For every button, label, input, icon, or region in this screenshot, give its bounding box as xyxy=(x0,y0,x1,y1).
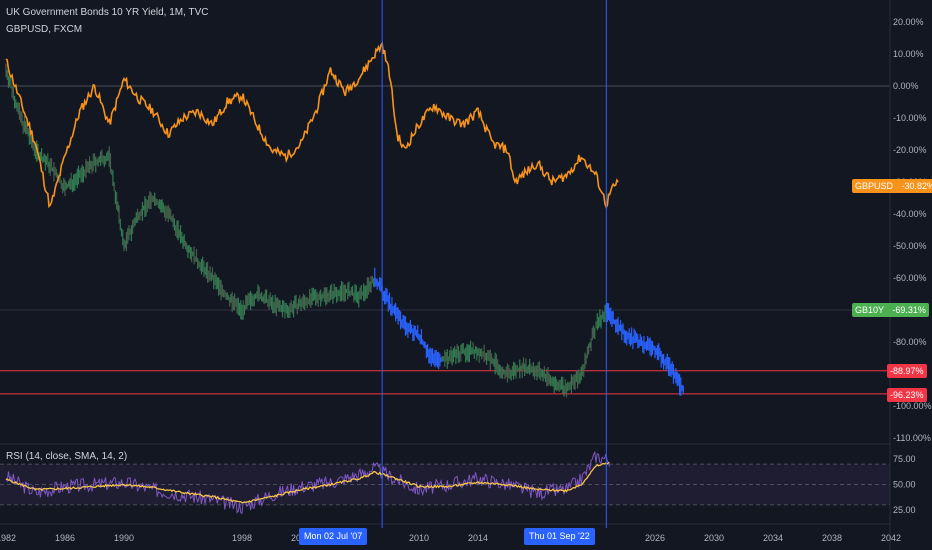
rsi-axis-tick: 25.00 xyxy=(893,505,916,515)
gbpusd-line xyxy=(5,40,619,210)
gb10y-price-tag: GB10Y -69.31% xyxy=(852,303,929,317)
price-axis-tick: -50.00% xyxy=(893,241,927,251)
time-axis-tick: 1990 xyxy=(114,533,134,543)
price-axis-tick: -40.00% xyxy=(893,209,927,219)
time-axis-tick: 2014 xyxy=(468,533,488,543)
grid xyxy=(0,85,890,525)
time-axis-tick: 2010 xyxy=(409,533,429,543)
rsi-axis-tick: 75.00 xyxy=(893,454,916,464)
time-axis-tick: 2042 xyxy=(881,533,901,543)
gb10y-series xyxy=(5,63,684,398)
rsi-ma-line xyxy=(5,461,610,504)
crosshair-lines xyxy=(381,0,607,528)
level-tag-2: -96.23% xyxy=(887,388,927,402)
gb10y-tag-label: GB10Y xyxy=(855,305,884,315)
price-axis-tick: -10.00% xyxy=(893,113,927,123)
price-axis-tick: -60.00% xyxy=(893,273,927,283)
time-axis-tick: 1998 xyxy=(232,533,252,543)
gbpusd-series xyxy=(5,40,619,210)
time-axis-tick: 1986 xyxy=(55,533,75,543)
time-axis-tick: 2034 xyxy=(763,533,783,543)
rsi-axis-tick: 50.00 xyxy=(893,480,916,490)
price-axis-tick: -80.00% xyxy=(893,337,927,347)
crosshair-date-2: Thu 01 Sep '22 xyxy=(524,528,595,545)
level-tag-1: -88.97% xyxy=(887,364,927,378)
compare-symbol-label[interactable]: GBPUSD, FXCM xyxy=(6,24,83,35)
gb10y-tag-value: -69.31% xyxy=(892,305,926,315)
rsi-indicator-label[interactable]: RSI (14, close, SMA, 14, 2) xyxy=(6,451,128,462)
price-axis-tick: 20.00% xyxy=(893,17,924,27)
rsi-line xyxy=(5,450,610,515)
crosshair-date-1: Mon 02 Jul '07 xyxy=(299,528,368,545)
time-axis-tick: 2026 xyxy=(645,533,665,543)
gbpusd-tag-value: -30.82% xyxy=(901,181,932,191)
price-axis-tick: 0.00% xyxy=(893,81,919,91)
rsi-pane xyxy=(0,450,890,515)
gbpusd-price-tag: GBPUSD -30.82% xyxy=(852,179,932,193)
gbpusd-tag-label: GBPUSD xyxy=(855,181,894,191)
price-axis-tick: 10.00% xyxy=(893,49,924,59)
price-axis-tick: -100.00% xyxy=(893,401,932,411)
time-axis-tick: 1982 xyxy=(0,533,16,543)
price-axis[interactable]: 20.00%10.00%0.00%-10.00%-20.00%-30.00%-4… xyxy=(889,0,932,550)
time-axis-tick: 2038 xyxy=(822,533,842,543)
price-axis-tick: -110.00% xyxy=(893,433,931,443)
horizontal-levels[interactable] xyxy=(0,370,890,395)
time-axis-tick: 2030 xyxy=(704,533,724,543)
time-axis[interactable]: 1982198619901998200220102014201820262030… xyxy=(0,533,901,543)
price-axis-tick: -20.00% xyxy=(893,145,927,155)
chart-title[interactable]: UK Government Bonds 10 YR Yield, 1M, TVC xyxy=(6,7,209,18)
